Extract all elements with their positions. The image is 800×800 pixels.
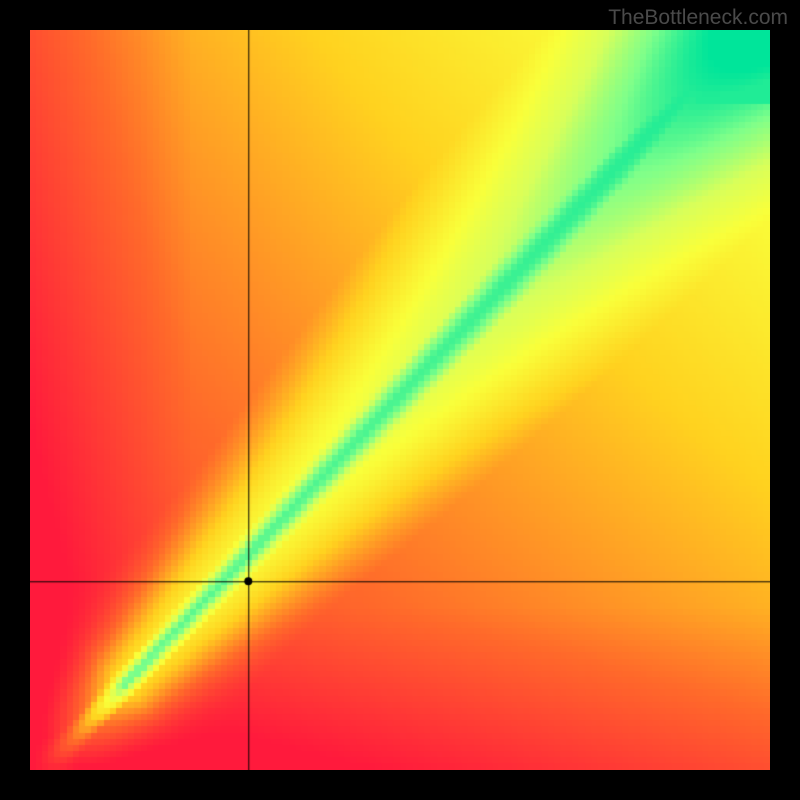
- watermark-text: TheBottleneck.com: [608, 6, 788, 30]
- heatmap-plot: [30, 30, 770, 770]
- chart-frame: TheBottleneck.com: [0, 0, 800, 800]
- heatmap-canvas: [30, 30, 770, 770]
